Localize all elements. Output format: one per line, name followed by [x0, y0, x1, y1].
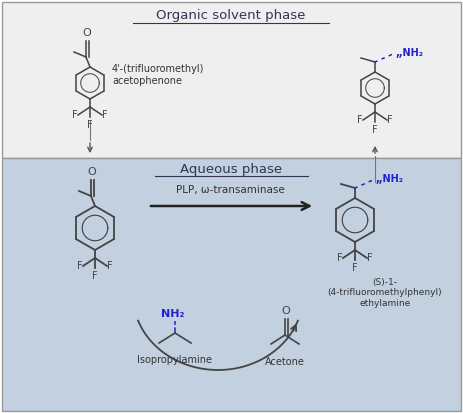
Text: Acetone: Acetone [265, 357, 305, 367]
Text: F: F [372, 125, 378, 135]
Bar [2, 158, 461, 411]
Text: Isopropylamine: Isopropylamine [138, 355, 213, 365]
Text: F: F [102, 110, 108, 120]
Text: 4'-(trifluoromethyl)
acetophenone: 4'-(trifluoromethyl) acetophenone [112, 64, 204, 86]
Text: F: F [352, 263, 358, 273]
Text: F: F [92, 271, 98, 281]
Text: O: O [282, 306, 290, 316]
Text: F: F [357, 115, 363, 125]
Text: ,,NH₂: ,,NH₂ [375, 174, 403, 184]
Text: F: F [77, 261, 83, 271]
Text: F: F [87, 120, 93, 130]
Text: F: F [72, 110, 78, 120]
Text: (S)-1-
(4-trifluoromethylphenyl)
ethylamine: (S)-1- (4-trifluoromethylphenyl) ethylam… [328, 278, 442, 308]
Text: O: O [82, 28, 91, 38]
Text: PLP, ω-transaminase: PLP, ω-transaminase [175, 185, 284, 195]
Text: F: F [337, 253, 343, 263]
Text: F: F [107, 261, 113, 271]
Text: NH₂: NH₂ [161, 309, 185, 319]
Bar [2, 2, 461, 158]
Text: F: F [387, 115, 393, 125]
Text: ,,NH₂: ,,NH₂ [395, 48, 423, 58]
Text: O: O [88, 167, 96, 177]
Text: Organic solvent phase: Organic solvent phase [156, 9, 306, 22]
Text: Aqueous phase: Aqueous phase [180, 162, 282, 176]
Text: F: F [367, 253, 373, 263]
